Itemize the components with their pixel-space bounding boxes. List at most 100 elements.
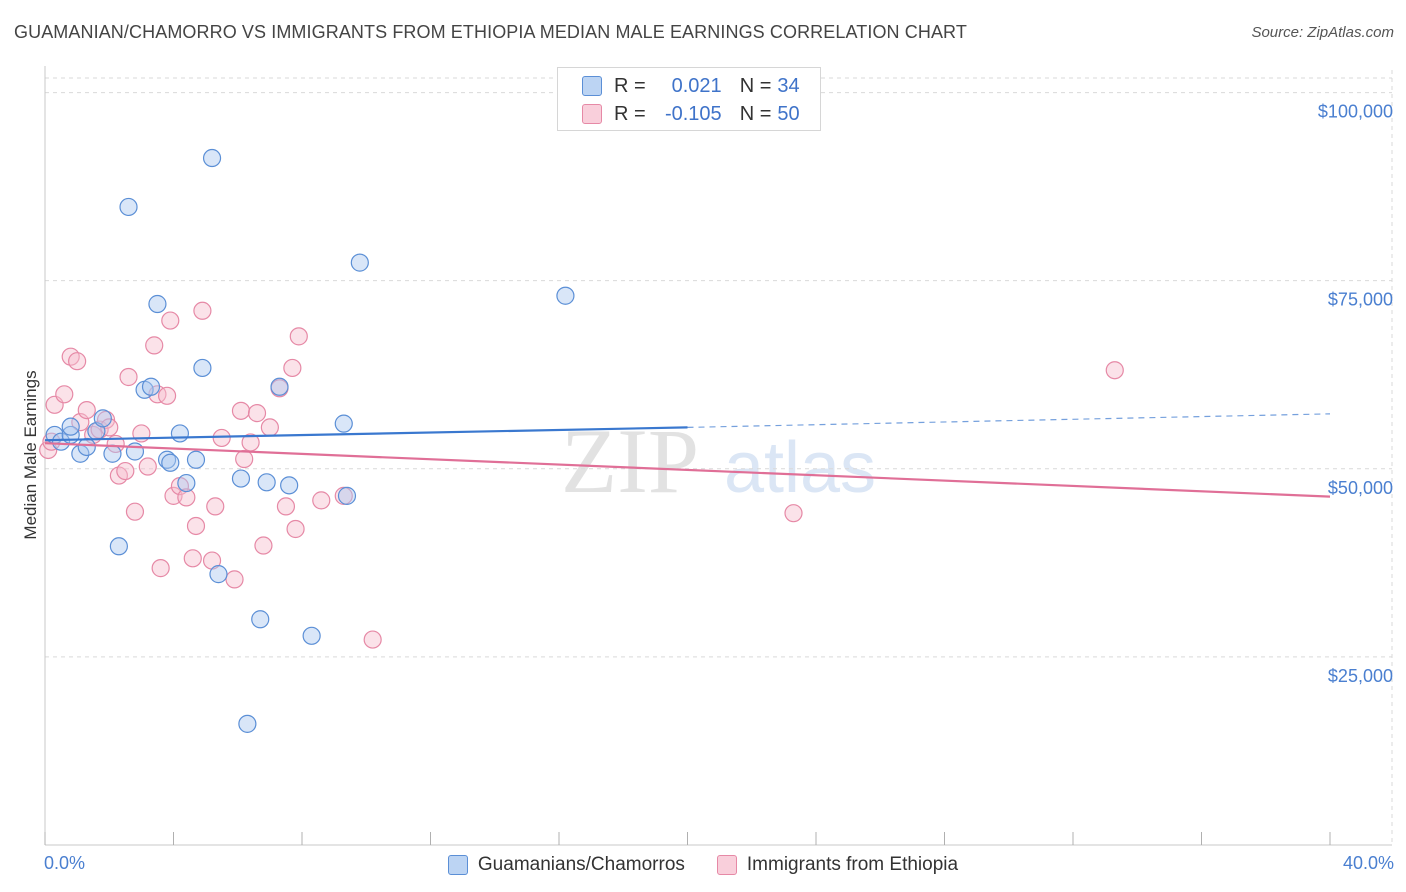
- correlation-legend: R = 0.021 N = 34 R = -0.105 N = 50: [557, 67, 821, 131]
- guamanian-point: [238, 714, 257, 733]
- watermark-zip: ZIP: [561, 410, 699, 512]
- ethiopia-point: [363, 630, 382, 649]
- ethiopia-point: [125, 502, 145, 521]
- guamanian-point: [231, 469, 251, 488]
- axes: [44, 66, 1392, 846]
- trend-line-guamanian: [44, 426, 688, 442]
- guamanian-point: [337, 486, 357, 505]
- ethiopia-point: [312, 491, 331, 510]
- legend-r-value: 0.021: [671, 74, 722, 97]
- guamanian-point: [170, 424, 190, 443]
- ethiopia-point: [225, 570, 244, 589]
- watermark: ZIP atlas: [561, 410, 876, 512]
- legend-n-value: 50: [777, 102, 800, 125]
- y-axis-label: Median Male Earnings: [21, 370, 40, 539]
- guamanian-point: [270, 377, 289, 396]
- ethiopia-point: [68, 352, 87, 371]
- guamanian-point: [177, 473, 196, 493]
- ethiopia-point: [1105, 361, 1124, 380]
- ethiopia-point: [206, 497, 225, 516]
- guamanian-point: [209, 565, 228, 584]
- guamanian-point: [302, 626, 321, 645]
- series-guamanian-points: [45, 148, 575, 733]
- guamanian-point: [61, 417, 80, 436]
- trend-line-ethiopia: [44, 442, 1331, 498]
- ethiopia-point: [77, 400, 96, 420]
- y-tick-label: $100,000: [1318, 102, 1393, 122]
- legend-item-guamanian: Guamanians/Chamorros: [447, 854, 685, 876]
- guamanian-point: [109, 537, 128, 556]
- legend-n-label: N =: [739, 74, 772, 97]
- source-credit: Source: ZipAtlas.com: [1251, 24, 1394, 41]
- guamanian-point: [251, 610, 270, 629]
- guamanian-point: [51, 432, 71, 451]
- ethiopia-point: [286, 519, 305, 539]
- ethiopia-point: [145, 336, 164, 355]
- x-tick-label-max: 40.0%: [1343, 853, 1394, 873]
- guamanian-point: [148, 294, 167, 314]
- legend-label-ethiopia: Immigrants from Ethiopia: [746, 854, 959, 875]
- guamanian-point: [556, 286, 575, 305]
- ethiopia-point: [212, 428, 231, 448]
- ethiopia-point: [235, 449, 254, 469]
- legend-swatch-pink: [716, 855, 737, 875]
- y-tick-labels: $25,000 $50,000 $75,000 $100,000: [1318, 102, 1393, 686]
- legend-row-ethiopia: R = -0.105 N = 50: [582, 102, 800, 126]
- ethiopia-point: [260, 418, 279, 437]
- ethiopia-point: [119, 367, 138, 387]
- guamanian-point: [350, 253, 369, 272]
- guamanian-point: [119, 197, 138, 217]
- ethiopia-point: [138, 457, 157, 476]
- y-tick-label: $75,000: [1328, 290, 1393, 310]
- legend-n-label: N =: [739, 102, 772, 125]
- ethiopia-point: [231, 401, 251, 420]
- legend-item-ethiopia: Immigrants from Ethiopia: [716, 854, 959, 876]
- ethiopia-point: [254, 536, 273, 555]
- ethiopia-point: [289, 327, 308, 346]
- ethiopia-point: [193, 301, 212, 320]
- trend-lines: [44, 413, 1331, 498]
- ethiopia-point: [177, 488, 196, 507]
- legend-row-guamanian: R = 0.021 N = 34: [582, 74, 800, 98]
- ethiopia-point: [157, 386, 177, 405]
- guamanian-point: [334, 414, 353, 433]
- watermark-atlas: atlas: [724, 428, 876, 508]
- y-tick-label: $50,000: [1328, 478, 1393, 498]
- ethiopia-point: [55, 385, 74, 404]
- ethiopia-point: [183, 549, 202, 568]
- ethiopia-point: [116, 461, 135, 481]
- ethiopia-point: [784, 504, 803, 523]
- legend-label-guamanian: Guamanians/Chamorros: [477, 854, 685, 875]
- ethiopia-point: [283, 358, 302, 378]
- guamanian-point: [193, 358, 212, 378]
- guamanian-point: [103, 444, 122, 463]
- guamanian-point: [257, 473, 276, 492]
- trend-line-guamanian-extension: [687, 413, 1331, 429]
- legend-swatch-pink: [582, 104, 602, 124]
- x-tick-labels: 0.0% 40.0%: [44, 853, 1394, 873]
- y-tick-label: $25,000: [1328, 666, 1393, 686]
- legend-r-label: R =: [614, 74, 646, 97]
- legend-n-value: 34: [777, 74, 800, 97]
- guamanian-point: [202, 148, 222, 168]
- series-legend: Guamanians/Chamorros Immigrants from Eth…: [0, 852, 1406, 878]
- ethiopia-point: [161, 311, 180, 330]
- guamanian-point: [141, 377, 161, 396]
- chart-title: GUAMANIAN/CHAMORRO VS IMMIGRANTS FROM ET…: [14, 22, 967, 42]
- legend-r-label: R =: [614, 102, 646, 125]
- legend-swatch-blue: [582, 76, 602, 96]
- guamanian-point: [77, 437, 96, 457]
- guamanian-point: [161, 453, 180, 472]
- guamanian-point: [125, 442, 145, 461]
- ethiopia-point: [186, 516, 206, 536]
- x-tick-label-min: 0.0%: [44, 853, 85, 873]
- ethiopia-point: [247, 404, 267, 423]
- guamanian-point: [157, 450, 177, 469]
- legend-swatch-blue: [447, 855, 468, 875]
- guamanian-point: [93, 409, 112, 428]
- gridlines: [45, 70, 1393, 845]
- ethiopia-point: [276, 497, 296, 516]
- guamanian-point: [280, 476, 299, 495]
- legend-r-value: -0.105: [664, 102, 722, 125]
